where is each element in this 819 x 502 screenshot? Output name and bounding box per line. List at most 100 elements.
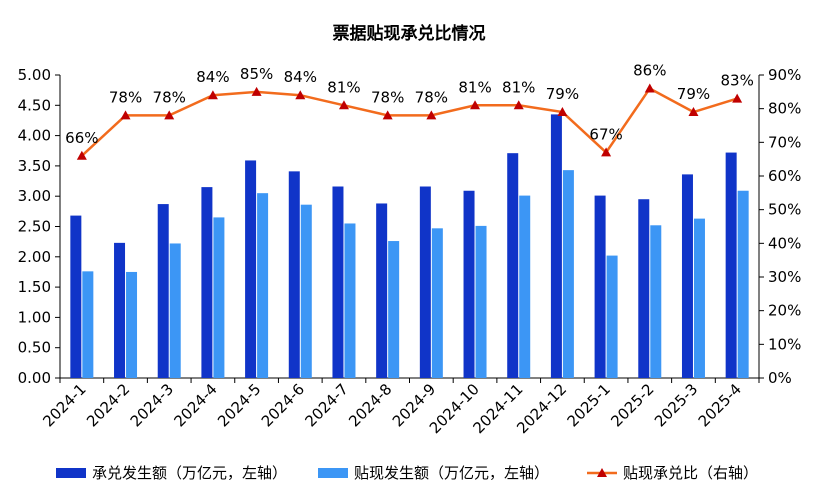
bar-series-2 (431, 228, 443, 378)
x-tick-label: 2024-1 (39, 380, 89, 430)
legend-swatch-2 (318, 468, 348, 478)
y-left-tick-label: 4.00 (18, 127, 51, 145)
y-left-tick-label: 3.50 (18, 157, 51, 175)
y-right-tick-label: 10% (768, 335, 801, 353)
x-tick-label: 2025-3 (651, 380, 701, 430)
bar-series-1 (638, 199, 650, 378)
ratio-marker (470, 100, 481, 110)
x-tick-label: 2024-5 (214, 380, 264, 430)
x-tick-label: 2025-4 (695, 380, 745, 430)
bar-series-2 (650, 225, 662, 378)
ratio-marker (601, 147, 612, 157)
ratio-marker (76, 150, 87, 160)
bar-series-2 (693, 218, 705, 378)
bar-series-1 (376, 203, 388, 378)
ratio-marker (120, 110, 131, 120)
ratio-marker (557, 107, 568, 117)
bar-series-1 (419, 186, 431, 378)
bar-series-2 (737, 190, 749, 378)
bar-series-2 (519, 195, 531, 378)
bar-series-1 (507, 153, 519, 378)
bar-series-1 (70, 215, 82, 378)
ratio-data-label: 78% (153, 88, 186, 106)
bar-series-2 (344, 223, 356, 378)
x-tick-label: 2024-7 (301, 380, 351, 430)
legend-marker (597, 468, 607, 477)
y-right-tick-label: 30% (768, 268, 801, 286)
y-left-tick-label: 1.00 (18, 308, 51, 326)
legend-label-1: 承兑发生额（万亿元，左轴） (92, 464, 287, 482)
y-right-tick-label: 80% (768, 100, 801, 118)
x-tick-label: 2024-4 (170, 380, 220, 430)
legend-label-2: 贴现发生额（万亿元，左轴） (354, 464, 549, 482)
ratio-marker (338, 100, 349, 110)
x-tick-label: 2025-1 (564, 380, 614, 430)
bar-series-2 (475, 225, 487, 378)
ratio-data-label: 78% (109, 88, 142, 106)
bar-series-2 (169, 243, 181, 378)
y-left-tick-label: 3.00 (18, 187, 51, 205)
ratio-data-label: 81% (327, 78, 360, 96)
bar-series-2 (388, 241, 400, 378)
bar-series-2 (213, 217, 225, 378)
ratio-data-label: 66% (65, 129, 98, 147)
ratio-data-label: 81% (458, 78, 491, 96)
ratio-marker (513, 100, 524, 110)
bar-series-1 (332, 186, 344, 378)
bar-series-2 (82, 271, 94, 378)
bar-series-2 (562, 170, 574, 378)
bar-series-1 (245, 160, 257, 378)
ratio-data-label: 83% (720, 72, 753, 90)
bar-series-1 (157, 204, 169, 378)
ratio-marker (164, 110, 175, 120)
plot-area: 0.00 0.50 1.00 1.50 2.00 2.50 3.00 3.50 4.00 4.50… (18, 61, 802, 437)
bar-series-1 (681, 174, 693, 378)
ratio-data-label: 85% (240, 65, 273, 83)
bar-series-2 (606, 255, 618, 378)
bar-series-1 (201, 187, 213, 378)
ratio-data-label: 81% (502, 78, 535, 96)
ratio-marker (382, 110, 393, 120)
bar-series-1 (114, 242, 126, 378)
bar-series-1 (288, 171, 300, 378)
y-left-tick-label: 5.00 (18, 66, 51, 84)
x-tick-label: 2024-6 (258, 380, 308, 430)
y-right-tick-label: 90% (768, 66, 801, 84)
ratio-data-label: 79% (546, 85, 579, 103)
ratio-marker (644, 83, 655, 93)
y-right-tick-label: 70% (768, 133, 801, 151)
y-left-tick-label: 0.50 (18, 339, 51, 357)
y-right-tick-label: 60% (768, 167, 801, 185)
legend: 承兑发生额（万亿元，左轴） 贴现发生额（万亿元，左轴） 贴现承兑比（右轴） (56, 464, 758, 482)
ratio-marker (426, 110, 437, 120)
ratio-line (80, 86, 738, 157)
ratio-marker (295, 90, 306, 100)
bar-series-1 (463, 190, 475, 378)
ratio-data-label: 84% (196, 68, 229, 86)
ratio-data-label: 67% (589, 125, 622, 143)
x-tick-label: 2025-2 (607, 380, 657, 430)
bar-series-2 (300, 204, 312, 378)
ratio-marker (732, 93, 743, 103)
chart-title: 票据贴现承兑比情况 (333, 23, 486, 44)
y-right-tick-label: 50% (768, 201, 801, 219)
y-left-tick-label: 2.00 (18, 248, 51, 266)
y-left-tick-label: 2.50 (18, 218, 51, 236)
ratio-data-label: 84% (284, 68, 317, 86)
bar-series-2 (126, 271, 138, 378)
ratio-marker (688, 107, 699, 117)
legend-label-3: 贴现承兑比（右轴） (623, 464, 758, 482)
y-left-tick-label: 0.00 (18, 369, 51, 387)
ratio-marker (251, 86, 262, 96)
x-tick-label: 2024-3 (127, 380, 177, 430)
y-right-tick-label: 20% (768, 302, 801, 320)
y-left-tick-label: 1.50 (18, 278, 51, 296)
bar-series-1 (725, 152, 737, 378)
ratio-data-label: 86% (633, 61, 666, 79)
bar-series-1 (550, 114, 562, 378)
x-tick-label: 2024-8 (345, 380, 395, 430)
ratio-data-label: 78% (415, 88, 448, 106)
ratio-data-label: 79% (677, 85, 710, 103)
y-left-tick-label: 4.50 (18, 96, 51, 114)
